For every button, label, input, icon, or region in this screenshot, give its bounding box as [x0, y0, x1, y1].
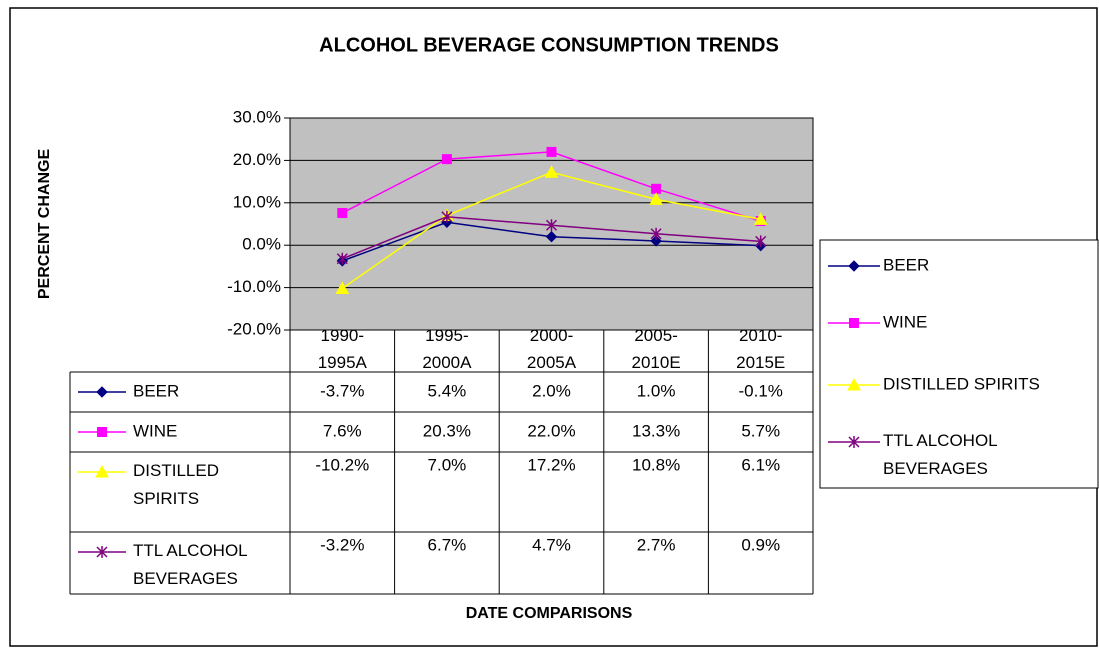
table-series-name: DISTILLED SPIRITS	[133, 461, 224, 508]
marker	[848, 436, 860, 448]
data-label: 22.0%	[527, 421, 575, 440]
marker	[849, 318, 859, 328]
marker	[441, 154, 452, 165]
marker	[545, 219, 558, 232]
x-tick-label: 2000-2005A	[527, 326, 577, 372]
data-label: 6.7%	[428, 535, 467, 554]
marker	[337, 207, 348, 218]
marker	[545, 231, 558, 243]
x-tick-label: 1990-1995A	[318, 326, 368, 372]
data-label: 7.6%	[323, 421, 362, 440]
y-axis-title: PERCENT CHANGE	[36, 149, 53, 300]
x-tick-label: 2010-2015E	[736, 326, 785, 372]
marker	[755, 235, 767, 248]
data-label: 0.9%	[741, 535, 780, 554]
data-label: -10.2%	[315, 455, 369, 474]
marker	[847, 377, 861, 391]
data-label: 17.2%	[527, 455, 575, 474]
legend-label: DISTILLED SPIRITS	[883, 374, 1040, 393]
legend: BEER WINE DISTILLED SPIRITS TTL ALCOHOL BEV…	[819, 239, 1099, 489]
legend-label: BEER	[883, 255, 929, 274]
marker	[96, 546, 108, 558]
data-label: 6.1%	[741, 455, 780, 474]
marker	[650, 227, 662, 240]
x-tick-label: 1995-2000A	[422, 326, 472, 372]
chart-title: ALCOHOL BEVERAGE CONSUMPTION TRENDS	[319, 34, 779, 56]
y-tick-label: -10.0%	[227, 277, 281, 296]
data-label: -3.7%	[320, 381, 364, 400]
marker	[848, 260, 860, 272]
marker	[650, 235, 662, 247]
y-tick-label: 10.0%	[233, 192, 281, 211]
y-tick-label: 30.0%	[233, 107, 281, 126]
marker	[336, 252, 348, 265]
x-tick-label: 2005-2010E	[632, 326, 681, 372]
data-label: 2.0%	[532, 381, 571, 400]
legend-label: TTL ALCOHOL BEVERAGES	[883, 431, 1002, 478]
data-label: -0.1%	[738, 381, 782, 400]
table-series-name: BEER	[133, 381, 179, 400]
marker	[335, 281, 350, 294]
marker	[544, 165, 559, 178]
y-tick-label: 20.0%	[233, 150, 281, 169]
data-label: -3.2%	[320, 535, 364, 554]
marker	[546, 146, 557, 157]
data-label: 20.3%	[423, 421, 471, 440]
data-label: 7.0%	[428, 455, 467, 474]
y-tick-label: 0.0%	[242, 235, 281, 254]
data-label: 5.7%	[741, 421, 780, 440]
legend-label: WINE	[883, 312, 927, 331]
table-series-name: TTL ALCOHOL BEVERAGES	[133, 541, 252, 588]
marker	[649, 192, 663, 205]
y-tick-label: -20.0%	[227, 319, 281, 338]
data-label: 13.3%	[632, 421, 680, 440]
data-label: 2.7%	[637, 535, 676, 554]
marker	[753, 212, 768, 225]
marker	[95, 464, 109, 478]
data-label: 5.4%	[428, 381, 467, 400]
marker	[96, 386, 108, 398]
data-label: 1.0%	[637, 381, 676, 400]
data-table: 1990-1995A 1995-2000A 2000-2005A 2005-2010E…	[69, 326, 814, 595]
marker	[441, 210, 453, 223]
marker	[651, 183, 662, 194]
x-axis-title: DATE COMPARISONS	[466, 605, 633, 622]
data-label: 10.8%	[632, 455, 680, 474]
table-series-name: WINE	[133, 421, 177, 440]
marker	[97, 427, 107, 437]
legend-box	[819, 239, 1099, 489]
data-label: 4.7%	[532, 535, 571, 554]
